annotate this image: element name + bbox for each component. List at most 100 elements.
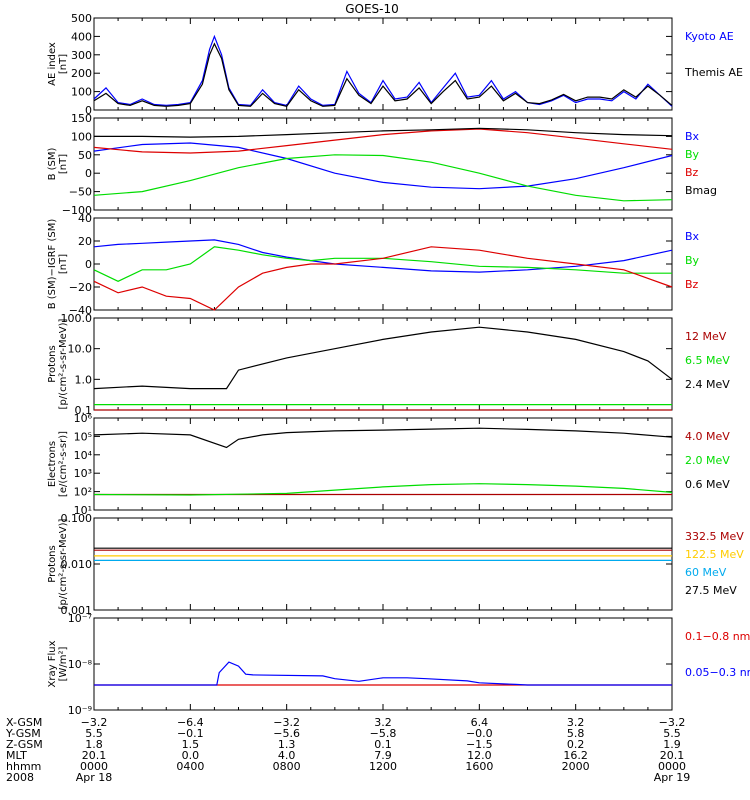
legend-label: 122.5 MeV [685, 548, 744, 561]
axis-row-label: MLT [6, 749, 27, 762]
axis-row-value: 0000 [80, 760, 108, 773]
axis-row-value: 5.5 [85, 727, 103, 740]
axis-row-value: 20.1 [660, 749, 685, 762]
panel-5: 10¹ 10² 10³ 10⁴ 10⁵ 10⁶ Electrons [e/(cm²-s-sr)… [47, 412, 730, 517]
panel-3: −40 −20 0 20 40 B (SM)−IGRF (SM) [nT] Bx By Bz [47, 212, 700, 317]
axis-row-value: −5.8 [370, 727, 397, 740]
axis-row-value: −1.5 [466, 738, 493, 751]
y-tick-label: 100.0 [61, 312, 93, 325]
panel-frame [93, 517, 673, 611]
axis-row-value: 5.5 [663, 727, 681, 740]
legend-label: Bz [685, 278, 699, 291]
series-line [94, 661, 672, 686]
axis-row-value: 20.1 [82, 749, 107, 762]
axis-row-value: 12.0 [467, 749, 492, 762]
axis-row-value: 1.5 [182, 738, 200, 751]
y-tick-label: 10² [74, 486, 92, 499]
y-axis-label: Electrons [47, 441, 58, 487]
series-line [93, 42, 673, 107]
y-tick-label: 10⁴ [74, 449, 93, 462]
legend-label: 2.4 MeV [685, 378, 730, 391]
series-line [93, 34, 673, 107]
y-axis-label: Protons [47, 345, 58, 382]
axis-row-value: 7.9 [374, 749, 392, 762]
y-axis-label: B (SM)−IGRF (SM) [47, 219, 58, 310]
axis-row-value: −3.2 [659, 716, 686, 729]
axis-row-value: −6.4 [177, 716, 204, 729]
axis-row-value: 0400 [176, 760, 204, 773]
legend-label: 12 MeV [685, 330, 727, 343]
legend-label: 6.5 MeV [685, 354, 730, 367]
axis-row-label: 2008 [6, 771, 34, 784]
y-tick-label: 20 [78, 235, 92, 248]
panel-frame [93, 317, 673, 411]
y-tick-label: 300 [71, 49, 92, 62]
axis-row-label: Y-GSM [5, 727, 41, 740]
y-axis-label: AE index [47, 42, 58, 86]
y-tick-label: 10.0 [68, 343, 93, 356]
legend-label: 27.5 MeV [685, 584, 737, 597]
axis-row-value: 2000 [562, 760, 590, 773]
y-tick-label: 10⁶ [74, 412, 93, 425]
y-tick-label: 0 [85, 167, 92, 180]
y-tick-label: 0.100 [61, 512, 93, 525]
axis-row-value: 1600 [465, 760, 493, 773]
legend-label: 0.05−0.3 nm [685, 666, 750, 679]
series-line [93, 239, 673, 273]
y-tick-label: 0 [85, 104, 92, 117]
y-tick-label: 0.1 [75, 404, 93, 417]
series-line [93, 427, 673, 449]
y-axis-label: [e/(cm²-s-sr)] [58, 431, 69, 497]
axis-row-label: X-GSM [6, 716, 42, 729]
axis-row-value: −0.1 [177, 727, 204, 740]
axis-row-value: 0.1 [374, 738, 392, 751]
y-tick-label: −40 [69, 304, 92, 317]
y-axis-label: [W/m²] [58, 646, 69, 681]
y-tick-label: 10⁵ [74, 430, 92, 443]
axis-row-value: −3.2 [273, 716, 300, 729]
legend-label: 0.1−0.8 nm [685, 630, 750, 643]
y-axis-label: [nT] [58, 154, 69, 174]
y-axis-label: [nT] [58, 54, 69, 74]
y-tick-label: 0 [85, 258, 92, 271]
y-axis-label: B (SM) [47, 147, 58, 180]
plot-title: GOES-10 [345, 2, 399, 16]
legend-label: By [685, 254, 700, 267]
y-tick-label: 10⁻⁹ [68, 704, 92, 717]
y-axis-label: [p/(cm²-s-sr-MeV)] [58, 518, 69, 609]
y-tick-label: 10¹ [74, 504, 92, 517]
y-tick-label: 100 [71, 130, 92, 143]
y-tick-label: 10³ [74, 467, 92, 480]
y-tick-label: 10⁻⁸ [68, 658, 93, 671]
y-tick-label: 150 [71, 112, 92, 125]
panel-frame [93, 617, 673, 711]
y-tick-label: 500 [71, 12, 92, 25]
axis-row-value: 1200 [369, 760, 397, 773]
panel-2: −100 −50 0 50 100 150 B (SM) [nT] Bx By Bz Bmag [47, 112, 717, 217]
axis-row-value: 1.3 [278, 738, 296, 751]
series-line [94, 127, 673, 138]
axis-row-value: 4.0 [278, 749, 296, 762]
legend-label: Themis AE [684, 66, 743, 79]
legend-label: 60 MeV [685, 566, 727, 579]
y-tick-label: 100 [71, 86, 92, 99]
panel-6: 0.001 0.010 0.100 Protons [p/(cm²-s-sr-MeV)]… [47, 512, 744, 617]
y-tick-label: −20 [69, 281, 92, 294]
panel-1: 0 100 200 300 400 500 AE index [nT] Kyoto AE Them… [47, 12, 743, 117]
y-tick-label: 50 [78, 149, 92, 162]
legend-label: Bmag [685, 184, 717, 197]
axis-row-value: 3.2 [567, 716, 585, 729]
y-tick-label: 1.0 [75, 373, 93, 386]
legend-label: Bz [685, 166, 699, 179]
series-line [93, 128, 673, 154]
axis-row-label: hhmm [6, 760, 41, 773]
y-axis-label: [nT] [58, 254, 69, 274]
legend-label: Bx [685, 130, 700, 143]
axis-row-value: 6.4 [471, 716, 489, 729]
series-line [93, 246, 672, 282]
legend-label: 4.0 MeV [685, 430, 730, 443]
y-tick-label: 400 [71, 30, 92, 43]
axis-row-value: Apr 19 [654, 771, 691, 784]
